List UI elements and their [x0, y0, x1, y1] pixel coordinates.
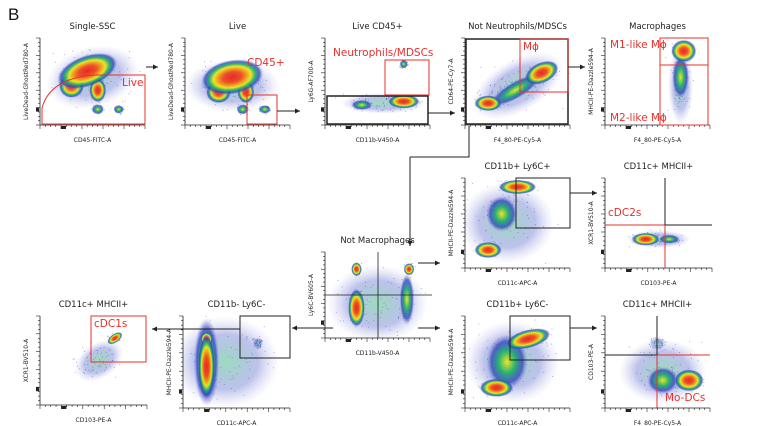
arrowhead-icon [435, 260, 440, 266]
gate-live [41, 74, 146, 125]
plot-title: CD11b+ Ly6C+ [485, 162, 551, 172]
x-axis-label: CD11c-APC-A [217, 420, 258, 426]
arrowhead-icon [153, 64, 158, 70]
x-axis-label: CD11c-APC-A [498, 280, 539, 287]
flow-plot: Single-SSC CD45-FITC-A LiveDead-GhostRed78… [23, 22, 146, 144]
plot-title: Macrophages [629, 22, 686, 32]
y-axis-label: MHCII-PE-Dazzle594-A [166, 328, 173, 396]
density-plot [465, 319, 560, 404]
y-axis-label: MHCII-PE-Dazzle594-A [448, 189, 455, 257]
gate-label: Mϕ [523, 41, 539, 53]
gate-label: Mo-DCs [665, 392, 705, 404]
x-axis-label: CD45-FITC-A [219, 137, 257, 144]
arrowhead-icon [592, 325, 597, 331]
gate-label: M1-like Mϕ [610, 39, 667, 51]
plot-title: Single-SSC [70, 22, 116, 32]
density-plot [327, 262, 428, 338]
arrowhead-icon [292, 325, 297, 331]
flow-plot: CD11b- Ly6C- CD11c-APC-A MHCII-PE-Dazzle59… [166, 300, 291, 426]
arrowhead-icon [295, 108, 300, 114]
y-axis-label: MHCII-PE-Dazzle594-A [448, 328, 455, 396]
connector-line [410, 126, 470, 158]
gate-neutrophils [384, 59, 430, 96]
flow-plot: Live CD45+ CD11b-V450-A Ly6G-AF700-A Neutro… [308, 22, 433, 144]
plot-title: CD11b- Ly6C- [208, 300, 266, 310]
y-axis-label: XCR1-BV510-A [23, 338, 30, 382]
y-axis-label: XCR1-BV510-A [588, 200, 595, 244]
y-axis-label: MHCII-PE-Dazzle594-A [588, 47, 595, 115]
plot-title: CD11b+ Ly6C- [487, 300, 549, 310]
gate-cd11c-mhcii [239, 315, 291, 359]
density-plot [665, 39, 697, 125]
x-axis-label: F4_80-PE-Cy5-A [634, 420, 682, 426]
flow-plot: Macrophages F4_80-PE-Cy5-A MHCII-PE-Dazzle… [588, 22, 711, 144]
x-axis-label: F4_80-PE-Cy5-A [634, 137, 682, 144]
gate-not-neutrophils [326, 95, 429, 125]
plot-title: Live CD45+ [352, 22, 402, 32]
x-axis-label: CD11c-APC-A [498, 420, 539, 426]
plot-title: CD11c+ MHCII+ [624, 162, 694, 172]
flow-plot: CD11c+ MHCII+ F4_80-PE-Cy5-A CD103-PE-A Mo-… [588, 300, 711, 426]
gate-cd11c-mhcii [515, 177, 571, 229]
x-axis-label: F4_80-PE-Cy5-A [494, 137, 542, 144]
y-axis-label: CD64-PE-Cy7-A [448, 58, 455, 105]
arrowhead-icon [592, 190, 597, 196]
gate-label: cDC2s [608, 207, 641, 219]
gate-cd11c-mhcii [509, 315, 571, 361]
flow-plot: CD11c+ MHCII+ CD103-PE-A XCR1-BV510-A cDC1s [23, 300, 148, 424]
gate-cd45 [246, 94, 278, 125]
panel-label: B [8, 5, 19, 24]
x-axis-label: CD103-PE-A [641, 280, 678, 287]
density-plot [626, 229, 691, 249]
plot-title: Not Macrophages [340, 236, 415, 246]
y-axis-label: CD103-PE-A [588, 343, 595, 380]
gate-label: Live [122, 77, 143, 89]
gate-label: Neutrophils/MDSCs [333, 47, 433, 59]
y-axis-label: LiveDead-GhostRed780-A [23, 42, 30, 120]
x-axis-label: CD11b-V450-A [356, 350, 401, 357]
flow-plot: Live CD45-FITC-A LiveDead-GhostRed780-A CD4… [168, 22, 291, 144]
arrowhead-icon [407, 241, 413, 246]
density-plot [72, 332, 124, 382]
arrowhead-icon [435, 325, 440, 331]
arrowhead-icon [152, 326, 157, 332]
x-axis-label: CD103-PE-A [76, 417, 113, 424]
density-plot [335, 59, 425, 114]
y-axis-label: LiveDead-GhostRed780-A [168, 42, 175, 120]
density-plot [183, 316, 290, 408]
flow-plot: CD11c+ MHCII+ CD103-PE-A XCR1-BV510-A cDC2s [588, 162, 713, 287]
density-plot [471, 51, 570, 120]
density-plot [465, 179, 559, 264]
gate-label: M2-like Mϕ [610, 112, 667, 124]
arrowhead-icon [580, 64, 585, 70]
plot-title: Live [229, 22, 246, 32]
gate-cdc1 [90, 315, 147, 363]
x-axis-label: CD11b-V450-A [356, 137, 401, 144]
gate-m2 [659, 64, 709, 126]
plot-title: CD11c+ MHCII+ [623, 300, 693, 310]
gate-label: CD45+ [247, 57, 285, 69]
flow-plot: Not Macrophages CD11b-V450-A Ly6C-BV605-A [308, 236, 431, 357]
flow-plot: CD11b+ Ly6C- CD11c-APC-A MHCII-PE-Dazzle59… [448, 300, 571, 426]
x-axis-label: CD45-FITC-A [74, 137, 112, 144]
plot-title: Not Neutrophils/MDSCs [468, 22, 567, 32]
gate-macrophages [519, 38, 569, 93]
y-axis-label: Ly6C-BV605-A [308, 273, 315, 316]
arrowhead-icon [450, 110, 455, 116]
y-axis-label: Ly6G-AF700-A [308, 60, 315, 103]
density-plot [185, 59, 280, 116]
flow-plot: Not Neutrophils/MDSCs F4_80-PE-Cy5-A CD64-… [448, 22, 571, 144]
density-plot [46, 45, 141, 115]
gate-label: cDC1s [94, 318, 127, 330]
flow-plot: CD11b+ Ly6C+ CD11c-APC-A MHCII-PE-Dazzle59… [448, 162, 571, 287]
plot-title: CD11c+ MHCII+ [59, 300, 129, 310]
